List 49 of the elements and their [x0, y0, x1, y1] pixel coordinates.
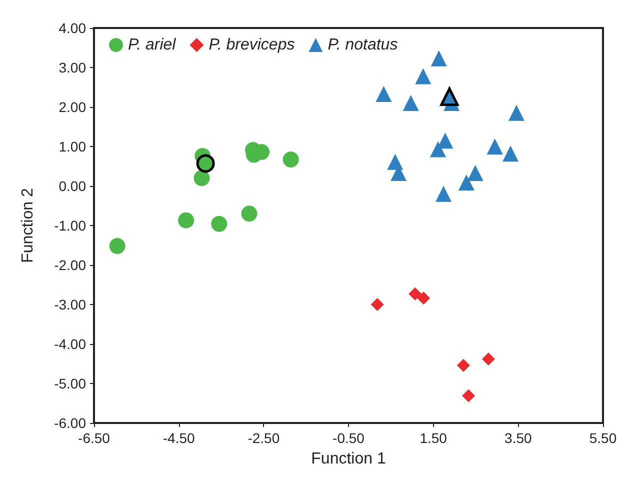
- point: [502, 146, 519, 162]
- x-tick-label: 1.50: [420, 430, 448, 446]
- point: [408, 287, 422, 300]
- point: [194, 170, 210, 186]
- x-axis-title: Function 1: [311, 450, 386, 468]
- point: [436, 186, 452, 202]
- point: [440, 87, 459, 106]
- y-tick-label: -1.00: [54, 218, 86, 234]
- point: [109, 238, 126, 254]
- point: [467, 164, 484, 181]
- point: [282, 152, 299, 168]
- y-tick-label: -6.00: [54, 415, 86, 431]
- point: [178, 212, 194, 228]
- point: [415, 68, 432, 84]
- y-tick-label: 0.00: [58, 178, 86, 194]
- point: [417, 292, 430, 305]
- point: [430, 141, 446, 158]
- y-tick-label: 2.00: [58, 99, 86, 115]
- y-tick-label: 4.00: [58, 20, 86, 36]
- x-tick-label: -4.50: [162, 430, 195, 446]
- y-tick-label: -4.00: [54, 336, 86, 352]
- y-tick-label: -5.00: [54, 376, 86, 392]
- y-tick-label: -2.00: [54, 257, 86, 273]
- point: [211, 216, 228, 232]
- legend-label: P. ariel: [128, 36, 176, 54]
- point: [482, 352, 495, 366]
- point: [402, 95, 419, 112]
- point: [387, 154, 404, 170]
- y-tick-label: -3.00: [54, 296, 86, 312]
- x-tick-label: -0.50: [332, 430, 365, 446]
- y-axis-title: Function 2: [20, 188, 36, 263]
- point: [196, 154, 215, 173]
- legend-label: P. breviceps: [208, 36, 295, 54]
- point: [430, 50, 447, 66]
- x-tick-label: 3.50: [504, 430, 532, 446]
- point: [508, 104, 524, 121]
- y-tick-label: 1.00: [58, 138, 86, 154]
- x-tick-label: -6.50: [78, 430, 110, 446]
- point: [462, 389, 476, 402]
- point: [241, 206, 258, 222]
- point: [376, 86, 392, 102]
- point: [456, 358, 470, 372]
- x-tick-label: 5.50: [589, 430, 617, 446]
- x-tick-label: -2.50: [248, 430, 280, 446]
- point: [486, 138, 503, 154]
- legend-label: P. notatus: [328, 36, 398, 54]
- point: [458, 174, 474, 190]
- y-tick-label: 3.00: [58, 60, 86, 76]
- point: [370, 298, 384, 311]
